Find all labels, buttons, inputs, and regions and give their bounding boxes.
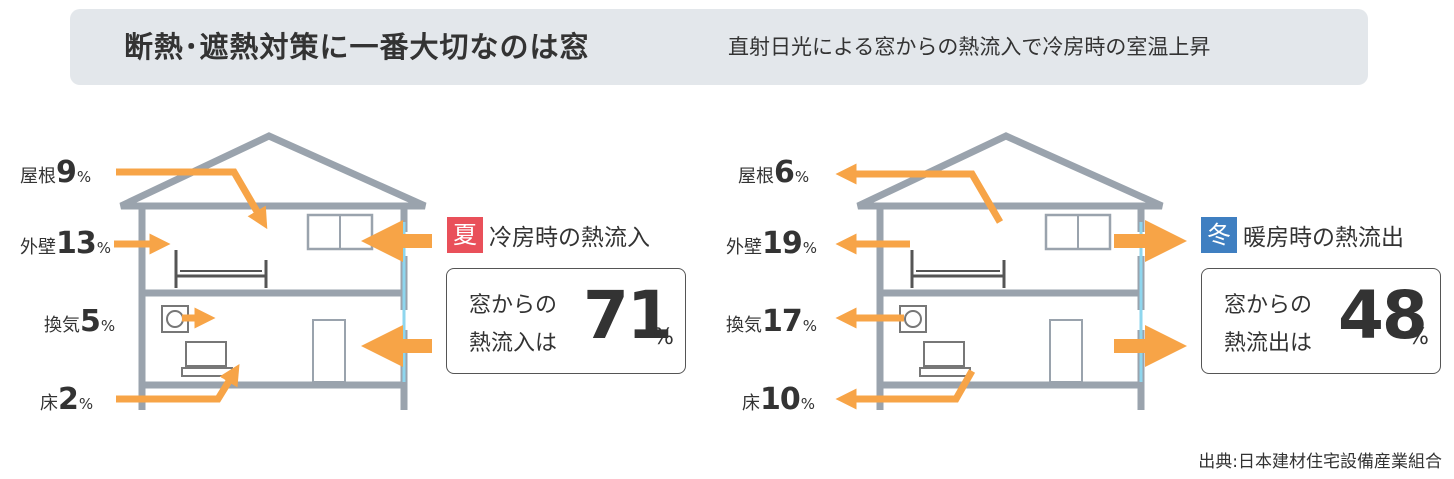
- summer-bed-icon: [174, 250, 268, 288]
- winter-vent-name: 換気: [726, 315, 762, 336]
- summer-arrow-floor: [116, 364, 240, 403]
- winter-result-line1: 窓からの: [1224, 293, 1313, 318]
- summer-result-value: 71: [583, 277, 673, 354]
- winter-floor-unit: %: [800, 395, 816, 413]
- winter-house: [856, 132, 1164, 410]
- winter-label-vent: 換気17%: [726, 304, 817, 339]
- summer-floor-unit: %: [78, 395, 94, 413]
- winter-result-line2: 熱流出は: [1224, 331, 1313, 356]
- winter-result-box: 窓からの 熱流出は 48 %: [1201, 268, 1441, 374]
- winter-wall-name: 外壁: [726, 237, 762, 258]
- summer-wall-value: 13: [56, 226, 97, 261]
- summer-label-wall: 外壁13%: [20, 226, 111, 261]
- winter-season-text: 暖房時の熱流出: [1243, 225, 1404, 251]
- summer-result-box: 窓からの 熱流入は 71 %: [446, 268, 686, 374]
- page-title: 断熱･遮熱対策に一番大切なのは窓: [124, 30, 590, 64]
- summer-label-floor: 床2%: [40, 382, 93, 417]
- winter-roof-unit: %: [794, 168, 810, 186]
- summer-arrows: [114, 168, 432, 403]
- summer-floor-name: 床: [40, 393, 58, 414]
- source-credit: 出典:日本建材住宅設備産業組合: [1198, 452, 1442, 472]
- winter-season-label: 冬 暖房時の熱流出: [1201, 217, 1404, 253]
- summer-season-text: 冷房時の熱流入: [489, 225, 650, 251]
- winter-vent-unit: %: [802, 317, 818, 335]
- summer-vent-unit: %: [100, 317, 116, 335]
- winter-arrow-roof: [835, 163, 1004, 224]
- summer-label-vent: 換気5%: [44, 304, 115, 339]
- summer-roof-value: 9: [56, 155, 77, 190]
- winter-result-value: 48: [1338, 277, 1428, 354]
- summer-vent-name: 換気: [44, 315, 80, 336]
- winter-roof-name: 屋根: [738, 166, 774, 187]
- winter-roof-value: 6: [774, 155, 795, 190]
- winter-label-roof: 屋根6%: [738, 155, 809, 190]
- summer-badge: 夏: [447, 217, 483, 253]
- winter-wall-value: 19: [762, 226, 803, 261]
- winter-door: [1049, 319, 1083, 383]
- winter-label-wall: 外壁19%: [726, 226, 817, 261]
- winter-arrows: [835, 163, 1187, 410]
- summer-roof-name: 屋根: [20, 166, 56, 187]
- winter-arrow-floor: [835, 369, 976, 410]
- summer-result-line2: 熱流入は: [469, 331, 558, 356]
- winter-wall-unit: %: [802, 239, 818, 257]
- winter-floor-value: 10: [760, 382, 801, 417]
- summer-roof-unit: %: [76, 168, 92, 186]
- summer-house: [119, 132, 427, 410]
- page-subtitle: 直射日光による窓からの熱流入で冷房時の室温上昇: [728, 35, 1211, 59]
- header-banner: [70, 9, 1368, 85]
- winter-bed-icon: [910, 250, 1006, 288]
- summer-season-label: 夏 冷房時の熱流入: [447, 217, 650, 253]
- winter-result-unit: %: [1408, 325, 1429, 350]
- winter-floor-name: 床: [742, 393, 760, 414]
- summer-vent-value: 5: [80, 304, 101, 339]
- summer-door: [312, 319, 346, 383]
- summer-floor-value: 2: [58, 382, 79, 417]
- summer-label-roof: 屋根9%: [20, 155, 91, 190]
- summer-arrow-roof: [116, 168, 268, 230]
- summer-wall-name: 外壁: [20, 237, 56, 258]
- winter-label-floor: 床10%: [742, 382, 815, 417]
- summer-tv-icon: [181, 341, 233, 377]
- summer-result-unit: %: [653, 325, 674, 350]
- summer-wall-unit: %: [96, 239, 112, 257]
- winter-vent-value: 17: [762, 304, 803, 339]
- winter-badge: 冬: [1201, 217, 1237, 253]
- summer-result-line1: 窓からの: [469, 293, 558, 318]
- winter-tv-icon: [919, 341, 971, 377]
